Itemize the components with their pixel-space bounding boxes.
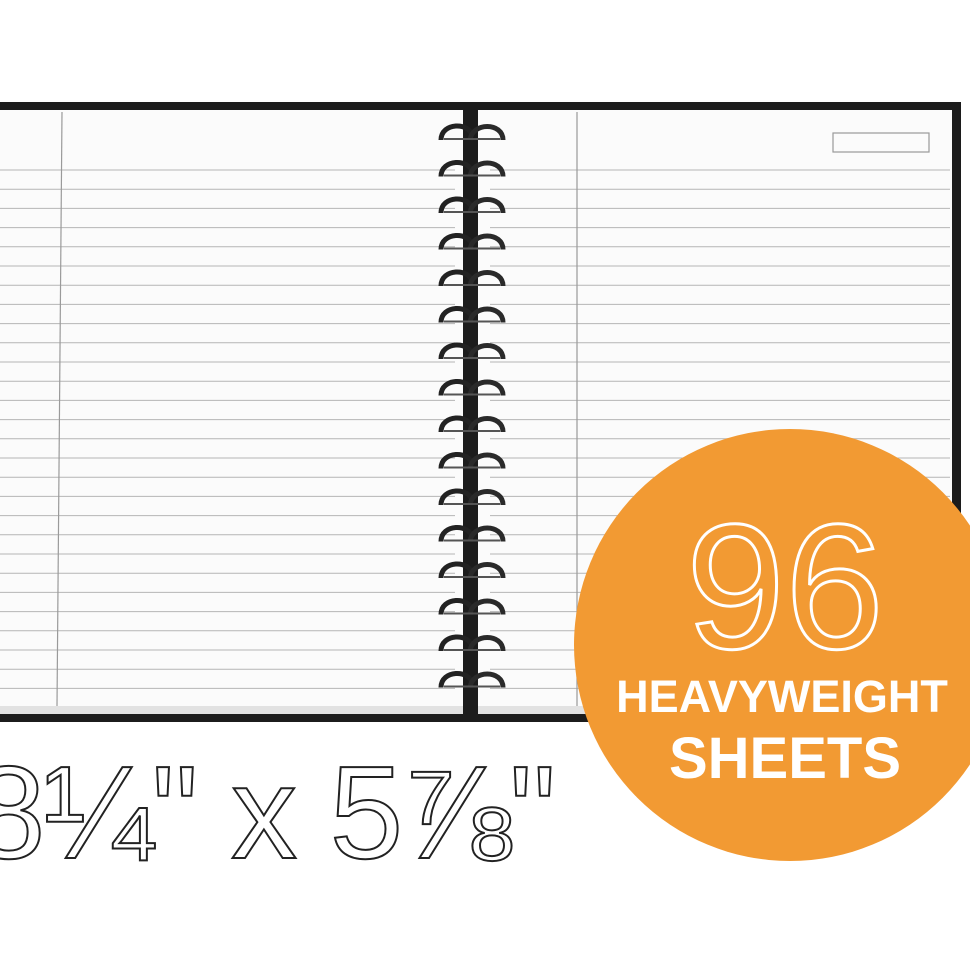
ring (467, 379, 506, 397)
page-edge (0, 706, 463, 714)
ring (467, 306, 506, 324)
badge-circle (574, 429, 970, 861)
ring (467, 160, 506, 178)
ring (467, 525, 506, 543)
margin-line (56, 111, 63, 707)
ring (467, 233, 506, 251)
ring (467, 598, 506, 616)
spiral-binding (438, 123, 506, 689)
ring (467, 416, 506, 433)
date-box (832, 132, 930, 153)
ring (467, 452, 506, 470)
badge-line: HEAVYWEIGHT (616, 671, 948, 722)
badge-line: SHEETS (669, 726, 901, 791)
size-label: 8¼" x 5⅞" (0, 739, 554, 886)
ring (467, 562, 506, 579)
left-page (0, 110, 463, 714)
ring (467, 671, 506, 689)
ring (467, 343, 506, 360)
ring (467, 270, 506, 287)
ring (467, 635, 506, 652)
ring (467, 124, 506, 141)
badge-count: 96 (686, 487, 884, 686)
ring (467, 197, 506, 214)
ring (467, 489, 506, 506)
